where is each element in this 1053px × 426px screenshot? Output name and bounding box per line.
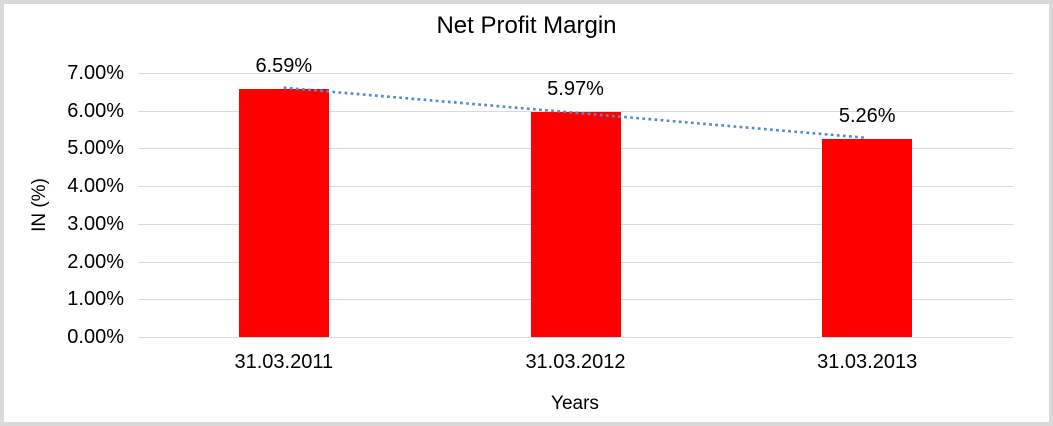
bar-value-label: 5.26%: [838, 104, 896, 127]
bar-value-label: 6.59%: [255, 54, 313, 77]
y-tick-label: 7.00%: [67, 62, 124, 84]
chart-title: Net Profit Margin: [436, 12, 617, 39]
trendline: [283, 86, 868, 140]
gridline: [138, 337, 1013, 338]
y-tick-label: 0.00%: [67, 326, 124, 348]
bar: [238, 88, 329, 337]
y-tick-label: 2.00%: [67, 250, 124, 273]
x-tick-label: 31.03.2012: [525, 351, 626, 373]
bar-value-label: 5.97%: [547, 77, 604, 100]
y-tick-label: 3.00%: [67, 212, 124, 235]
trendline-line: [283, 86, 868, 140]
gridline: [138, 73, 1013, 74]
y-tick-label: 1.00%: [67, 288, 124, 311]
bar: [530, 111, 621, 337]
x-tick-label: 31.03.2013: [817, 351, 918, 373]
bar: [822, 138, 913, 337]
plot-area: 6.59% 5.97% 5.26%: [138, 55, 1013, 338]
x-axis-title: Years: [551, 393, 599, 414]
x-tick-label: 31.03.2011: [234, 351, 334, 373]
y-tick-label: 6.00%: [67, 99, 124, 122]
y-tick-label: 5.00%: [67, 137, 124, 160]
y-tick-label: 4.00%: [67, 175, 124, 198]
gridline: [138, 110, 1013, 112]
